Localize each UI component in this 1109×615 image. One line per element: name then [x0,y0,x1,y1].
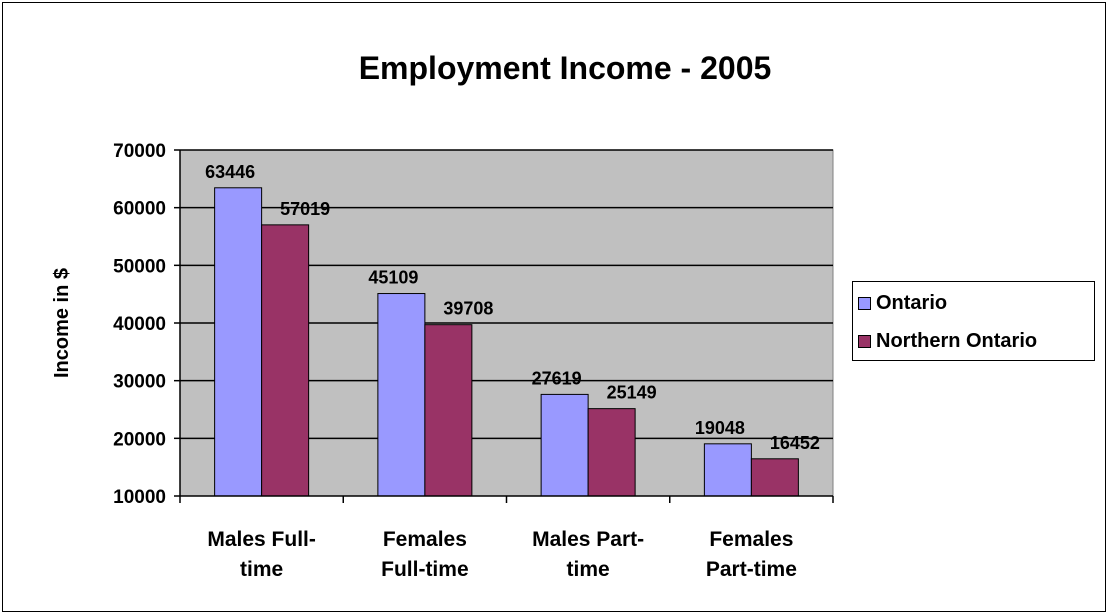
legend: Ontario Northern Ontario [852,281,1095,361]
bar-ontario [703,443,752,497]
data-label-ontario: 27619 [532,368,582,388]
bars [214,187,799,497]
bar-northern-ontario [424,324,473,497]
x-tick-label: Females [709,528,793,551]
y-tick-label: 50000 [113,256,166,277]
legend-swatch-ontario [858,296,871,310]
legend-item-northern-ontario: Northern Ontario [858,329,1037,353]
data-label-northern-ontario: 57019 [280,199,330,219]
x-tick-label: Full-time [381,558,469,581]
legend-swatch-northern-ontario [858,334,871,348]
data-label-ontario: 45109 [368,268,418,288]
chart-title: Employment Income - 2005 [359,50,772,86]
x-tick-label: Males Part- [532,528,644,551]
x-tick-label: time [240,558,283,581]
legend-label-northern-ontario: Northern Ontario [876,329,1038,352]
legend-label-ontario: Ontario [876,291,948,314]
data-label-ontario: 63446 [205,162,255,182]
y-tick-label: 70000 [113,141,166,162]
y-tick-label: 60000 [113,199,166,220]
x-tick-label: Males Full- [207,528,316,551]
y-tick-label: 20000 [113,429,166,450]
y-axis-label: Income in $ [51,268,73,378]
bar-ontario [540,393,589,497]
bar-ontario [214,187,263,497]
bar-northern-ontario [750,458,799,497]
y-tick-label: 30000 [113,372,166,393]
bar-northern-ontario [587,408,636,497]
data-label-northern-ontario: 39708 [443,299,493,319]
x-tick-label: Part-time [706,558,797,581]
y-tick-label: 10000 [113,487,166,508]
bar-northern-ontario [261,224,310,497]
x-tick-label: Females [383,528,467,551]
data-label-northern-ontario: 16452 [770,433,820,453]
y-tick-label: 40000 [113,314,166,335]
legend-item-ontario: Ontario [858,291,947,315]
x-tick-label: time [567,558,610,581]
axes: 10000 20000 30000 40000 50000 60000 70000 Males… [113,141,834,581]
data-label-ontario: 19048 [695,418,745,438]
bar-ontario [377,293,426,497]
data-label-northern-ontario: 25149 [607,383,657,403]
data-labels: 63446 57019 45109 39708 27619 25149 19048 16452 [205,162,820,453]
